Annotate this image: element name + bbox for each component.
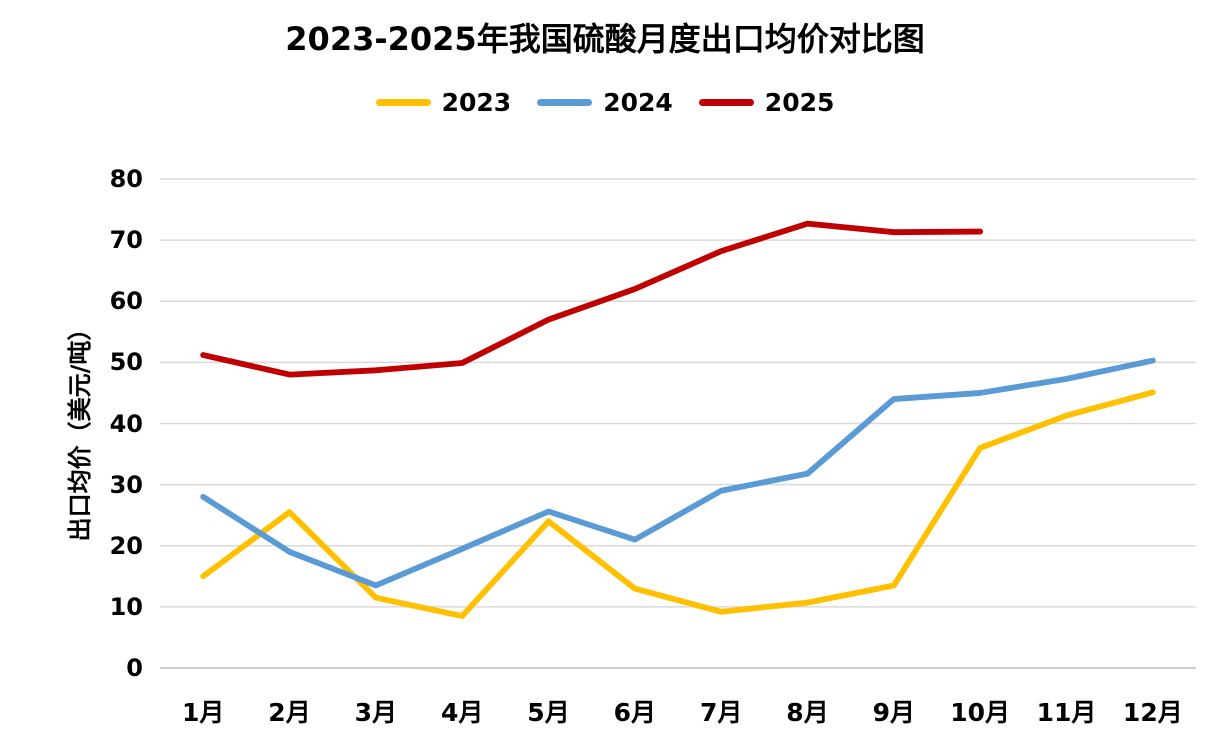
legend-swatch-2024-icon: [537, 99, 593, 106]
y-tick-label: 60: [109, 287, 143, 316]
y-tick-label: 20: [109, 531, 143, 560]
x-tick-label: 10月: [950, 698, 1011, 727]
x-tick-label: 6月: [613, 698, 657, 727]
y-tick-label: 50: [109, 348, 143, 377]
y-tick-label: 40: [109, 409, 143, 438]
series-line-2023: [200, 389, 1156, 619]
legend-item-2025: 2025: [698, 88, 835, 117]
y-tick-label: 0: [126, 654, 143, 682]
legend-swatch-2023-icon: [375, 99, 431, 106]
y-tick-label: 10: [109, 592, 143, 621]
legend-swatch-2025-icon: [698, 99, 754, 106]
x-tick-label: 1月: [181, 698, 225, 727]
series-line-2025: [200, 220, 984, 378]
legend-item-2023: 2023: [375, 88, 512, 117]
x-tick-label: 9月: [872, 698, 916, 727]
legend: 2023 2024 2025: [0, 90, 1210, 115]
x-tick-label: 5月: [527, 698, 570, 727]
x-tick-label: 7月: [699, 698, 743, 727]
series-line-2024: [200, 357, 1156, 589]
x-tick-label: 2月: [268, 698, 311, 727]
x-tick-label: 8月: [786, 698, 829, 727]
legend-label-2025: 2025: [764, 88, 835, 117]
legend-label-2023: 2023: [441, 88, 512, 117]
x-tick-label: 12月: [1122, 698, 1183, 727]
legend-item-2024: 2024: [537, 90, 673, 115]
y-tick-label: 80: [109, 165, 143, 193]
x-tick-label: 3月: [354, 698, 398, 727]
y-tick-label: 30: [109, 470, 143, 499]
chart-title: 2023-2025年我国硫酸月度出口均价对比图: [285, 20, 925, 58]
x-tick-label: 4月: [440, 698, 484, 727]
y-tick-label: 70: [109, 226, 143, 255]
legend-label-2024: 2024: [603, 88, 673, 117]
x-tick-label: 11月: [1036, 698, 1097, 727]
